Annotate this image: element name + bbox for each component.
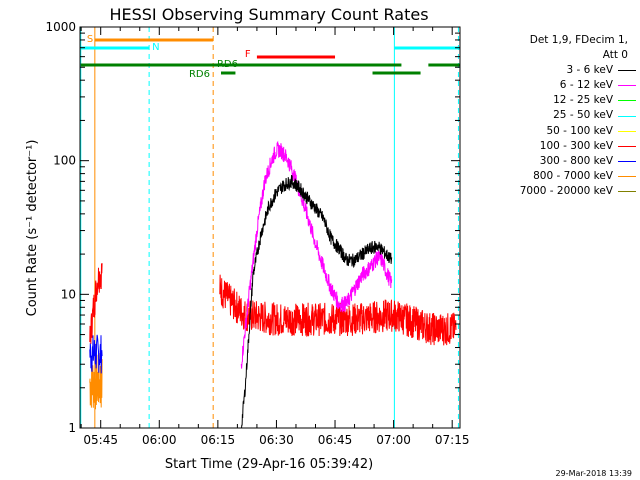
legend-entry: 300 - 800 keV: [470, 154, 636, 169]
series-layer: [90, 140, 456, 429]
x-tick-label: 06:00: [142, 433, 177, 447]
x-tick-label: 06:45: [318, 433, 353, 447]
legend-entry-label: 6 - 12 keV: [559, 79, 613, 92]
legend-swatch: [618, 190, 636, 192]
state-annotation-layer: S N F RD6 RD6: [80, 27, 460, 428]
chart-title: HESSI Observing Summary Count Rates: [109, 5, 428, 24]
x-tick-label: 05:45: [83, 433, 118, 447]
legend-entry: 3 - 6 keV: [470, 63, 636, 78]
state-bar-label: RD6: [189, 69, 210, 80]
legend-entry-label: 7000 - 20000 keV: [519, 184, 613, 197]
plot-frame: [79, 26, 461, 429]
y-tick-label: 100: [53, 154, 76, 168]
legend-swatch: [618, 115, 636, 117]
legend-entry-label: 25 - 50 keV: [553, 109, 613, 122]
y-axis-label: Count Rate (s⁻¹ detector⁻¹): [25, 140, 40, 317]
legend-header-line-1: Det 1,9, FDecim 1,: [529, 34, 628, 46]
legend-entry-label: 100 - 300 keV: [539, 139, 613, 152]
state-bar-label: F: [245, 49, 251, 60]
legend-entry: 50 - 100 keV: [470, 124, 636, 139]
legend-entry: 12 - 25 keV: [470, 93, 636, 108]
legend-entry-label: 50 - 100 keV: [546, 124, 613, 137]
legend-entry-label: 800 - 7000 keV: [533, 169, 613, 182]
legend-entries: 3 - 6 keV 6 - 12 keV 12 - 25 keV 25 - 50 ke…: [470, 63, 636, 199]
legend-entry: 6 - 12 keV: [470, 78, 636, 93]
x-tick-label: 07:15: [435, 433, 470, 447]
legend-entry: 100 - 300 keV: [470, 139, 636, 154]
x-tick-label: 06:30: [259, 433, 294, 447]
legend-entry: 7000 - 20000 keV: [470, 184, 636, 199]
legend-swatch: [618, 175, 636, 177]
y-tick-label: 1000: [45, 20, 76, 34]
legend-header-line-2: Att 0: [602, 49, 628, 62]
state-bar-label: RD6: [217, 59, 238, 70]
legend-swatch: [618, 100, 636, 102]
axis-layer: 05:45 06:00 06:15 06:30 06:45 07:00 07:15 1 10 10…: [45, 20, 469, 447]
legend-swatch: [618, 85, 636, 87]
legend-entry-label: 300 - 800 keV: [539, 154, 613, 167]
series-3-6-kev-line: [240, 174, 393, 429]
legend-entry: 800 - 7000 keV: [470, 169, 636, 184]
x-tick-label: 06:15: [201, 433, 236, 447]
legend-swatch: [618, 130, 636, 132]
state-bar-label: N: [152, 42, 159, 53]
x-tick-label: 07:00: [376, 433, 411, 447]
legend-swatch: [618, 160, 636, 162]
series-6-12-kev-line: [240, 140, 393, 369]
legend-entry-label: 12 - 25 keV: [553, 94, 613, 107]
y-tick-label: 1: [68, 421, 76, 435]
state-bar-label: S: [87, 34, 93, 45]
legend-entry-label: 3 - 6 keV: [566, 64, 613, 77]
x-axis-label: Start Time (29-Apr-16 05:39:42): [165, 457, 373, 472]
legend-swatch: [618, 70, 636, 72]
y-tick-label: 10: [61, 287, 76, 301]
legend: Det 1,9, FDecim 1, Att 0 3 - 6 keV 6 - 12…: [470, 33, 636, 199]
legend-entry: 25 - 50 keV: [470, 108, 636, 123]
legend-swatch: [618, 145, 636, 147]
generation-timestamp: 29-Mar-2018 13:39: [555, 469, 633, 478]
